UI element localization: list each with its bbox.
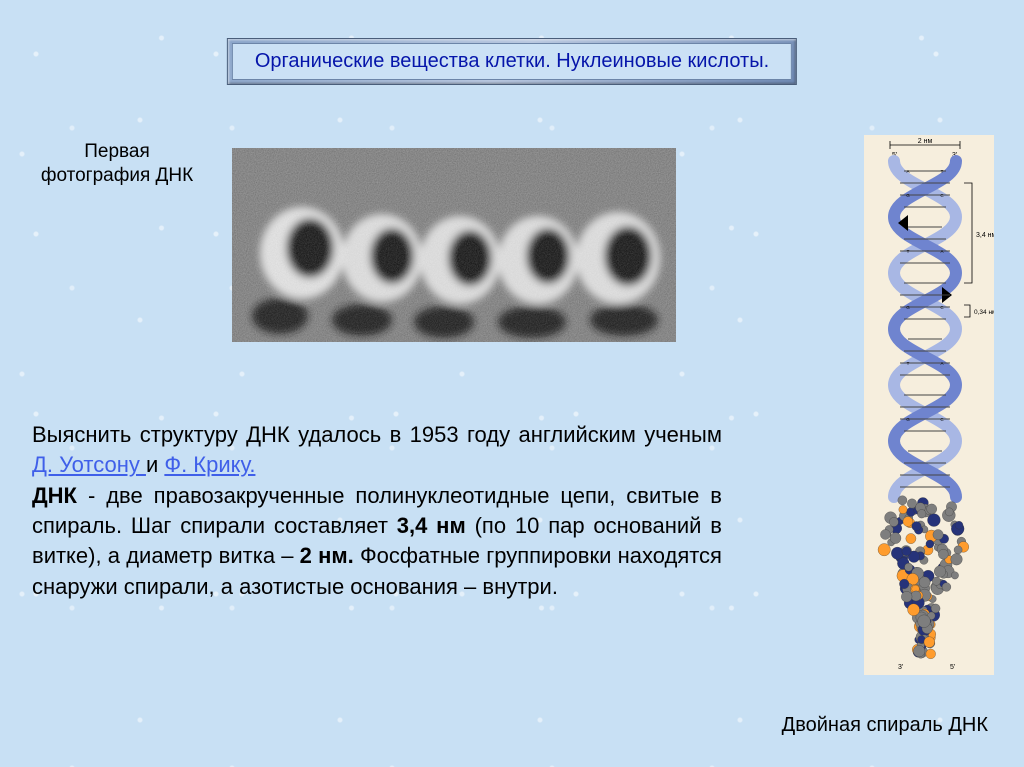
crick-link[interactable]: Ф. Крику.	[164, 452, 255, 477]
diam-bold: 2 нм.	[300, 543, 354, 568]
width-label: 2 нм	[918, 138, 933, 145]
dna-helix-diagram: 2 нм 5' 3' 3,4 нм 0,34 нм	[864, 135, 994, 675]
rise-label: 0,34 нм	[974, 309, 994, 316]
svg-text:T: T	[941, 169, 944, 174]
photo-caption: Первая фотография ДНК	[32, 140, 202, 188]
svg-text:T: T	[907, 361, 910, 366]
pitch-bold: 3,4 нм	[397, 513, 466, 538]
helix-caption: Двойная спираль ДНК	[782, 714, 988, 737]
body-text: Выяснить структуру ДНК удалось в 1953 го…	[32, 420, 722, 602]
svg-text:G: G	[906, 193, 910, 198]
p1-a: Выяснить структуру ДНК удалось в 1953 го…	[32, 422, 722, 447]
svg-text:A: A	[906, 169, 909, 174]
pitch-label: 3,4 нм	[976, 232, 994, 239]
svg-text:A: A	[940, 249, 943, 254]
svg-text:G: G	[906, 305, 910, 310]
svg-text:A: A	[940, 361, 943, 366]
five-prime-bot: 5'	[950, 664, 955, 671]
slide-title: Органические вещества клетки. Нуклеиновы…	[232, 43, 792, 80]
three-prime-bot: 3'	[898, 664, 903, 671]
watson-link[interactable]: Д. Уотсону	[32, 452, 146, 477]
photo-caption-l2: фотография ДНК	[41, 165, 193, 186]
dnk-bold: ДНК	[32, 483, 77, 508]
photo-caption-l1: Первая	[84, 141, 150, 162]
svg-text:G: G	[906, 417, 910, 422]
dna-photo	[232, 148, 676, 342]
p1-b: и	[146, 452, 164, 477]
svg-text:T: T	[907, 249, 910, 254]
title-frame: Органические вещества клетки. Нуклеиновы…	[227, 38, 797, 85]
